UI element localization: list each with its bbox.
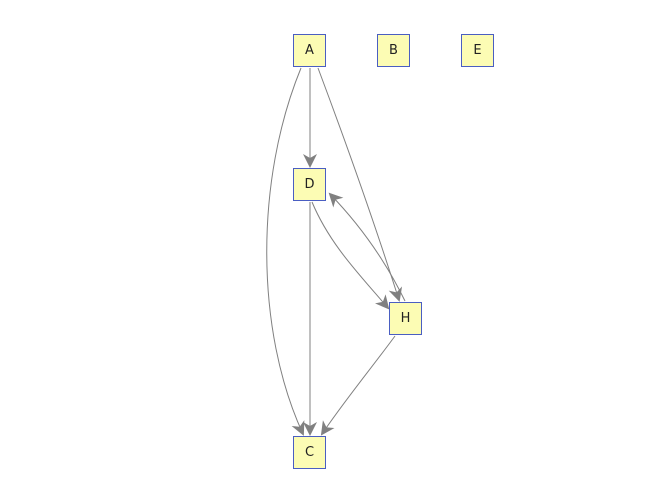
edge-h-to-c [320, 335, 396, 436]
node-e-label: E [473, 43, 482, 58]
node-a: A [293, 34, 326, 67]
node-h-label: H [400, 311, 411, 326]
node-d: D [293, 168, 326, 201]
edge-a-to-c [266, 67, 305, 436]
node-b-label: B [389, 43, 398, 58]
node-a-label: A [305, 43, 314, 58]
edge-h-to-d [328, 192, 406, 302]
node-c-label: C [304, 445, 315, 460]
node-h: H [389, 302, 422, 335]
edge-a-to-h [317, 67, 403, 302]
node-d-label: D [304, 177, 315, 192]
node-e: E [461, 34, 494, 67]
edge-d-to-h [311, 201, 390, 310]
node-c: C [293, 436, 326, 469]
node-b: B [377, 34, 410, 67]
